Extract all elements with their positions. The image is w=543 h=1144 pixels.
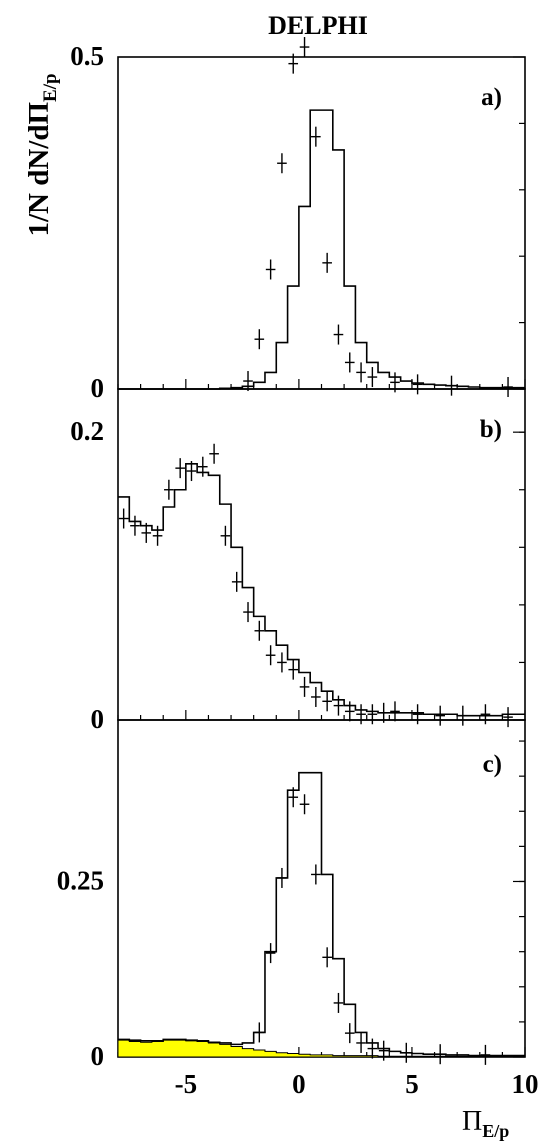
data-point [277,652,287,673]
data-point [311,864,321,885]
panel-label: b) [480,416,502,443]
data-point [344,701,355,722]
data-point [503,707,513,728]
data-point [333,992,344,1013]
data-point [412,374,423,395]
data-point [164,479,174,500]
data-point [458,705,468,726]
panel-3: 0.25 0 c) [57,719,526,1071]
data-point [503,377,513,398]
y-tick-label: 0.25 [57,865,104,895]
data-point [141,522,152,543]
data-point [322,947,332,968]
data-point [197,456,208,477]
data-point [254,620,265,641]
data-point [367,1038,378,1059]
data-point [412,704,423,725]
data-point [254,1022,265,1043]
data-point [322,252,332,273]
x-axis-label-main: Π [462,1106,482,1137]
data-point [243,602,253,623]
x-tick-label: 10 [512,1069,539,1099]
y-axis-label: 1/N dN/dΠE/p [23,73,61,236]
data-point [288,787,299,808]
panel-frame [117,388,526,721]
data-point [254,329,265,350]
data-point [344,1023,355,1044]
panel-2: 0.2 0 b) [70,388,526,734]
x-axis-label: ΠE/p [462,1106,509,1141]
data-point [299,37,310,58]
data-point [435,1044,446,1065]
data-point [209,443,219,464]
data-point [311,686,321,707]
x-tick-label: 0 [292,1069,306,1099]
data-point [333,324,344,345]
data-point [288,53,299,74]
data-point [175,458,185,479]
panel-label: c) [483,751,502,778]
data-point [130,515,140,536]
data-point [390,701,400,722]
panel-frame [117,719,526,1058]
data-point [311,126,321,147]
panel-label: a) [481,84,502,111]
data-point [243,371,253,392]
x-axis-label-sub: E/p [482,1121,509,1141]
data-point [299,676,310,697]
data-point [356,362,366,383]
data-point [367,704,378,725]
data-point [378,1040,389,1061]
data-point [220,525,231,546]
simulation-histogram-line [118,463,525,717]
data-point [435,705,446,726]
data-point [265,943,276,964]
data-point [322,691,332,712]
data-point [344,352,355,373]
data-point [288,659,299,680]
data-point [299,794,310,815]
data-point [480,1044,491,1065]
data-point [118,508,129,529]
figure-title: DELPHI [268,11,368,40]
data-point [186,461,197,482]
y-axis-label-sub: E/p [40,73,61,102]
data-point [367,367,378,388]
svg-text:ΠE/p: ΠE/p [462,1106,509,1141]
y-tick-label: 0.5 [70,41,104,71]
data-point [277,153,287,174]
simulation-histogram-line [118,109,525,390]
data-point [401,1042,412,1063]
y-tick-label: 0 [91,704,105,734]
data-point [480,704,491,725]
svg-text:1/N dN/dΠE/p: 1/N dN/dΠE/p [23,73,61,236]
data-point [231,571,242,592]
data-point [277,867,287,888]
panel-1: 0.5 0 a) [70,37,526,403]
data-point [265,645,276,666]
data-point [446,375,457,396]
y-tick-label: 0 [91,373,105,403]
panel-frame [117,56,526,390]
data-point [152,525,163,546]
x-tick-label: 5 [405,1069,419,1099]
simulation-histogram-line [118,771,525,1057]
data-point [356,1032,366,1053]
data-point [333,695,344,716]
x-tick-label: -5 [175,1069,198,1099]
y-axis-label-main: 1/N dN/dΠ [23,102,55,237]
y-tick-label: 0.2 [70,416,104,446]
data-point [356,704,366,725]
y-tick-label: 0 [91,1041,105,1071]
data-point [265,259,276,280]
